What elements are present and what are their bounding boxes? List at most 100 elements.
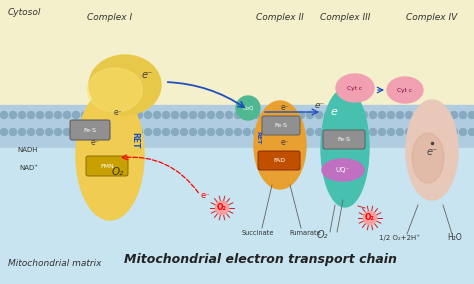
Circle shape <box>423 112 430 118</box>
Circle shape <box>100 128 107 135</box>
Text: O₂: O₂ <box>365 214 375 222</box>
Text: RET: RET <box>255 131 261 145</box>
Circle shape <box>379 128 385 135</box>
Circle shape <box>73 128 80 135</box>
Text: O₂: O₂ <box>112 167 124 177</box>
Circle shape <box>289 128 295 135</box>
Circle shape <box>199 128 206 135</box>
FancyBboxPatch shape <box>70 120 110 140</box>
Circle shape <box>55 128 62 135</box>
Circle shape <box>396 112 403 118</box>
Text: Complex I: Complex I <box>87 13 133 22</box>
Circle shape <box>208 128 215 135</box>
Circle shape <box>459 128 466 135</box>
Circle shape <box>163 128 170 135</box>
Ellipse shape <box>88 68 143 112</box>
Circle shape <box>46 128 53 135</box>
Circle shape <box>307 128 313 135</box>
Circle shape <box>208 112 215 118</box>
Circle shape <box>253 112 259 118</box>
Circle shape <box>388 112 394 118</box>
Text: Cyt c: Cyt c <box>398 87 412 93</box>
Text: e⁻: e⁻ <box>91 138 100 147</box>
Circle shape <box>414 112 421 118</box>
Circle shape <box>289 112 295 118</box>
Circle shape <box>459 112 466 118</box>
Circle shape <box>370 112 376 118</box>
FancyBboxPatch shape <box>258 151 300 170</box>
Circle shape <box>100 112 107 118</box>
Text: UQ⁻: UQ⁻ <box>336 167 350 173</box>
Text: e: e <box>330 107 337 117</box>
Circle shape <box>280 128 286 135</box>
Circle shape <box>145 112 152 118</box>
Circle shape <box>181 112 188 118</box>
Circle shape <box>432 128 439 135</box>
Circle shape <box>0 128 8 135</box>
Circle shape <box>226 112 233 118</box>
Circle shape <box>235 128 241 135</box>
Circle shape <box>432 112 439 118</box>
Circle shape <box>352 128 358 135</box>
Text: e⁻: e⁻ <box>281 103 289 112</box>
Text: e⁻: e⁻ <box>141 70 153 80</box>
Circle shape <box>271 112 277 118</box>
Ellipse shape <box>336 74 374 102</box>
Circle shape <box>27 112 35 118</box>
Text: Cytosol: Cytosol <box>8 8 41 17</box>
Circle shape <box>199 112 206 118</box>
Circle shape <box>136 112 143 118</box>
Text: Fe·S: Fe·S <box>83 128 97 133</box>
Circle shape <box>334 112 340 118</box>
Text: Complex II: Complex II <box>256 13 304 22</box>
Circle shape <box>127 128 134 135</box>
Circle shape <box>316 112 322 118</box>
Circle shape <box>262 128 268 135</box>
Circle shape <box>226 128 233 135</box>
Circle shape <box>46 112 53 118</box>
Text: Mitochondrial electron transport chain: Mitochondrial electron transport chain <box>124 254 397 266</box>
Circle shape <box>9 112 17 118</box>
Circle shape <box>109 112 116 118</box>
Circle shape <box>118 112 125 118</box>
Circle shape <box>145 128 152 135</box>
Text: e⁻: e⁻ <box>200 191 210 200</box>
Circle shape <box>163 112 170 118</box>
Circle shape <box>325 128 331 135</box>
Circle shape <box>118 128 125 135</box>
Circle shape <box>0 112 8 118</box>
Circle shape <box>450 112 457 118</box>
Text: 1/2 O₂+2H⁺: 1/2 O₂+2H⁺ <box>380 234 420 241</box>
Circle shape <box>325 112 331 118</box>
Ellipse shape <box>406 100 458 200</box>
Text: Mitochondrial matrix: Mitochondrial matrix <box>8 259 101 268</box>
Circle shape <box>370 128 376 135</box>
Ellipse shape <box>387 77 423 103</box>
Circle shape <box>27 128 35 135</box>
Circle shape <box>379 112 385 118</box>
Circle shape <box>18 112 26 118</box>
Circle shape <box>82 112 89 118</box>
Ellipse shape <box>412 133 444 183</box>
Circle shape <box>244 128 250 135</box>
Circle shape <box>280 112 286 118</box>
Circle shape <box>343 112 349 118</box>
Circle shape <box>64 128 71 135</box>
Ellipse shape <box>322 159 364 181</box>
Text: e⁻: e⁻ <box>114 108 122 117</box>
Bar <box>0 105 474 148</box>
Circle shape <box>73 112 80 118</box>
Circle shape <box>82 128 89 135</box>
Circle shape <box>55 112 62 118</box>
Circle shape <box>468 112 474 118</box>
Circle shape <box>361 112 367 118</box>
Circle shape <box>450 128 457 135</box>
Circle shape <box>262 112 268 118</box>
Text: O₂: O₂ <box>217 204 227 212</box>
Text: RET: RET <box>130 132 139 148</box>
Circle shape <box>127 112 134 118</box>
Text: e⁻: e⁻ <box>427 147 438 157</box>
Circle shape <box>352 112 358 118</box>
Ellipse shape <box>254 101 306 189</box>
Text: CoQ: CoQ <box>242 105 254 110</box>
